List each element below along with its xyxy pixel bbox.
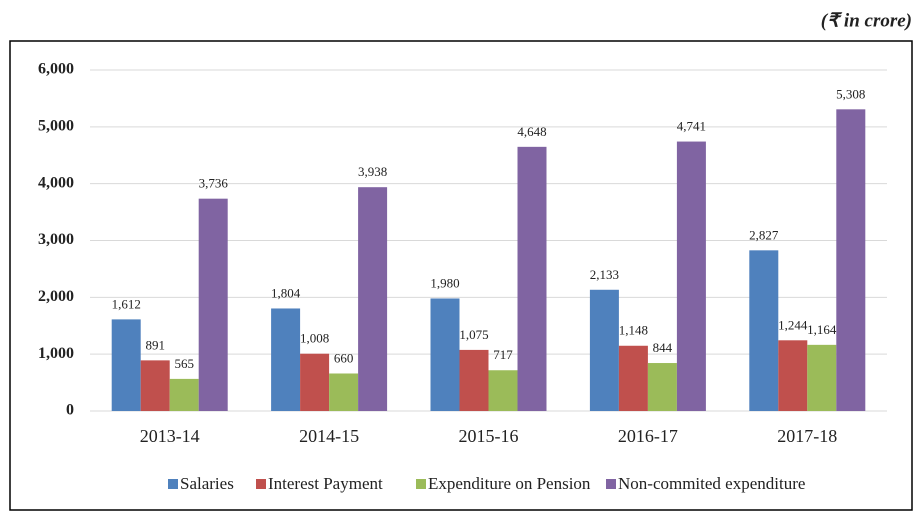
data-label: 2,827 (749, 227, 779, 242)
data-label: 660 (334, 350, 354, 365)
data-label: 1,008 (300, 331, 329, 346)
data-label: 891 (145, 337, 165, 352)
legend-label: Expenditure on Pension (428, 474, 591, 493)
legend-label: Interest Payment (268, 474, 383, 493)
legend-label: Salaries (180, 474, 234, 493)
bar (589, 289, 619, 411)
y-tick-label: 1,000 (38, 345, 74, 362)
y-tick-label: 6,000 (38, 61, 74, 78)
bar (778, 340, 808, 411)
y-tick-label: 0 (66, 402, 74, 419)
bar (169, 378, 199, 411)
bar (111, 319, 141, 411)
data-label: 2,133 (590, 267, 619, 282)
legend-label: Non-commited expenditure (618, 474, 805, 493)
legend-swatch (168, 479, 178, 489)
bar (749, 250, 779, 411)
data-label: 1,148 (619, 323, 648, 338)
bar (430, 298, 460, 411)
data-label: 1,980 (430, 275, 459, 290)
data-label: 717 (493, 347, 513, 362)
legend-swatch (606, 479, 616, 489)
data-label: 844 (653, 340, 673, 355)
bar (618, 345, 648, 411)
bar (459, 349, 489, 411)
bar (358, 187, 388, 411)
x-tick-label: 2014-15 (299, 426, 359, 446)
annotation: (₹ in crore) (821, 10, 912, 31)
bar (271, 308, 301, 411)
data-label: 4,648 (517, 124, 546, 139)
y-tick-label: 3,000 (38, 231, 74, 248)
data-label: 1,612 (112, 296, 141, 311)
bar (300, 353, 330, 411)
data-label: 1,244 (778, 317, 808, 332)
bar (488, 370, 518, 411)
data-label: 4,741 (677, 119, 706, 134)
data-label: 1,164 (807, 322, 837, 337)
bar (329, 373, 359, 411)
legend-swatch (256, 479, 266, 489)
x-tick-label: 2015-16 (459, 426, 519, 446)
x-tick-label: 2016-17 (618, 426, 678, 446)
bar (647, 363, 677, 411)
data-label: 565 (174, 356, 194, 371)
legend-swatch (416, 479, 426, 489)
data-label: 1,804 (271, 285, 301, 300)
bar (836, 109, 866, 411)
x-tick-label: 2013-14 (140, 426, 200, 446)
y-tick-label: 5,000 (38, 118, 74, 135)
chart-border (9, 40, 913, 511)
bar (807, 344, 837, 411)
y-tick-label: 4,000 (38, 174, 74, 191)
bar (676, 141, 706, 411)
bar (140, 360, 170, 411)
y-tick-label: 2,000 (38, 288, 74, 305)
bar (198, 198, 228, 411)
data-label: 5,308 (836, 86, 865, 101)
data-label: 3,736 (199, 176, 229, 191)
x-tick-label: 2017-18 (777, 426, 837, 446)
data-label: 1,075 (459, 327, 488, 342)
bar (517, 146, 547, 411)
data-label: 3,938 (358, 164, 387, 179)
